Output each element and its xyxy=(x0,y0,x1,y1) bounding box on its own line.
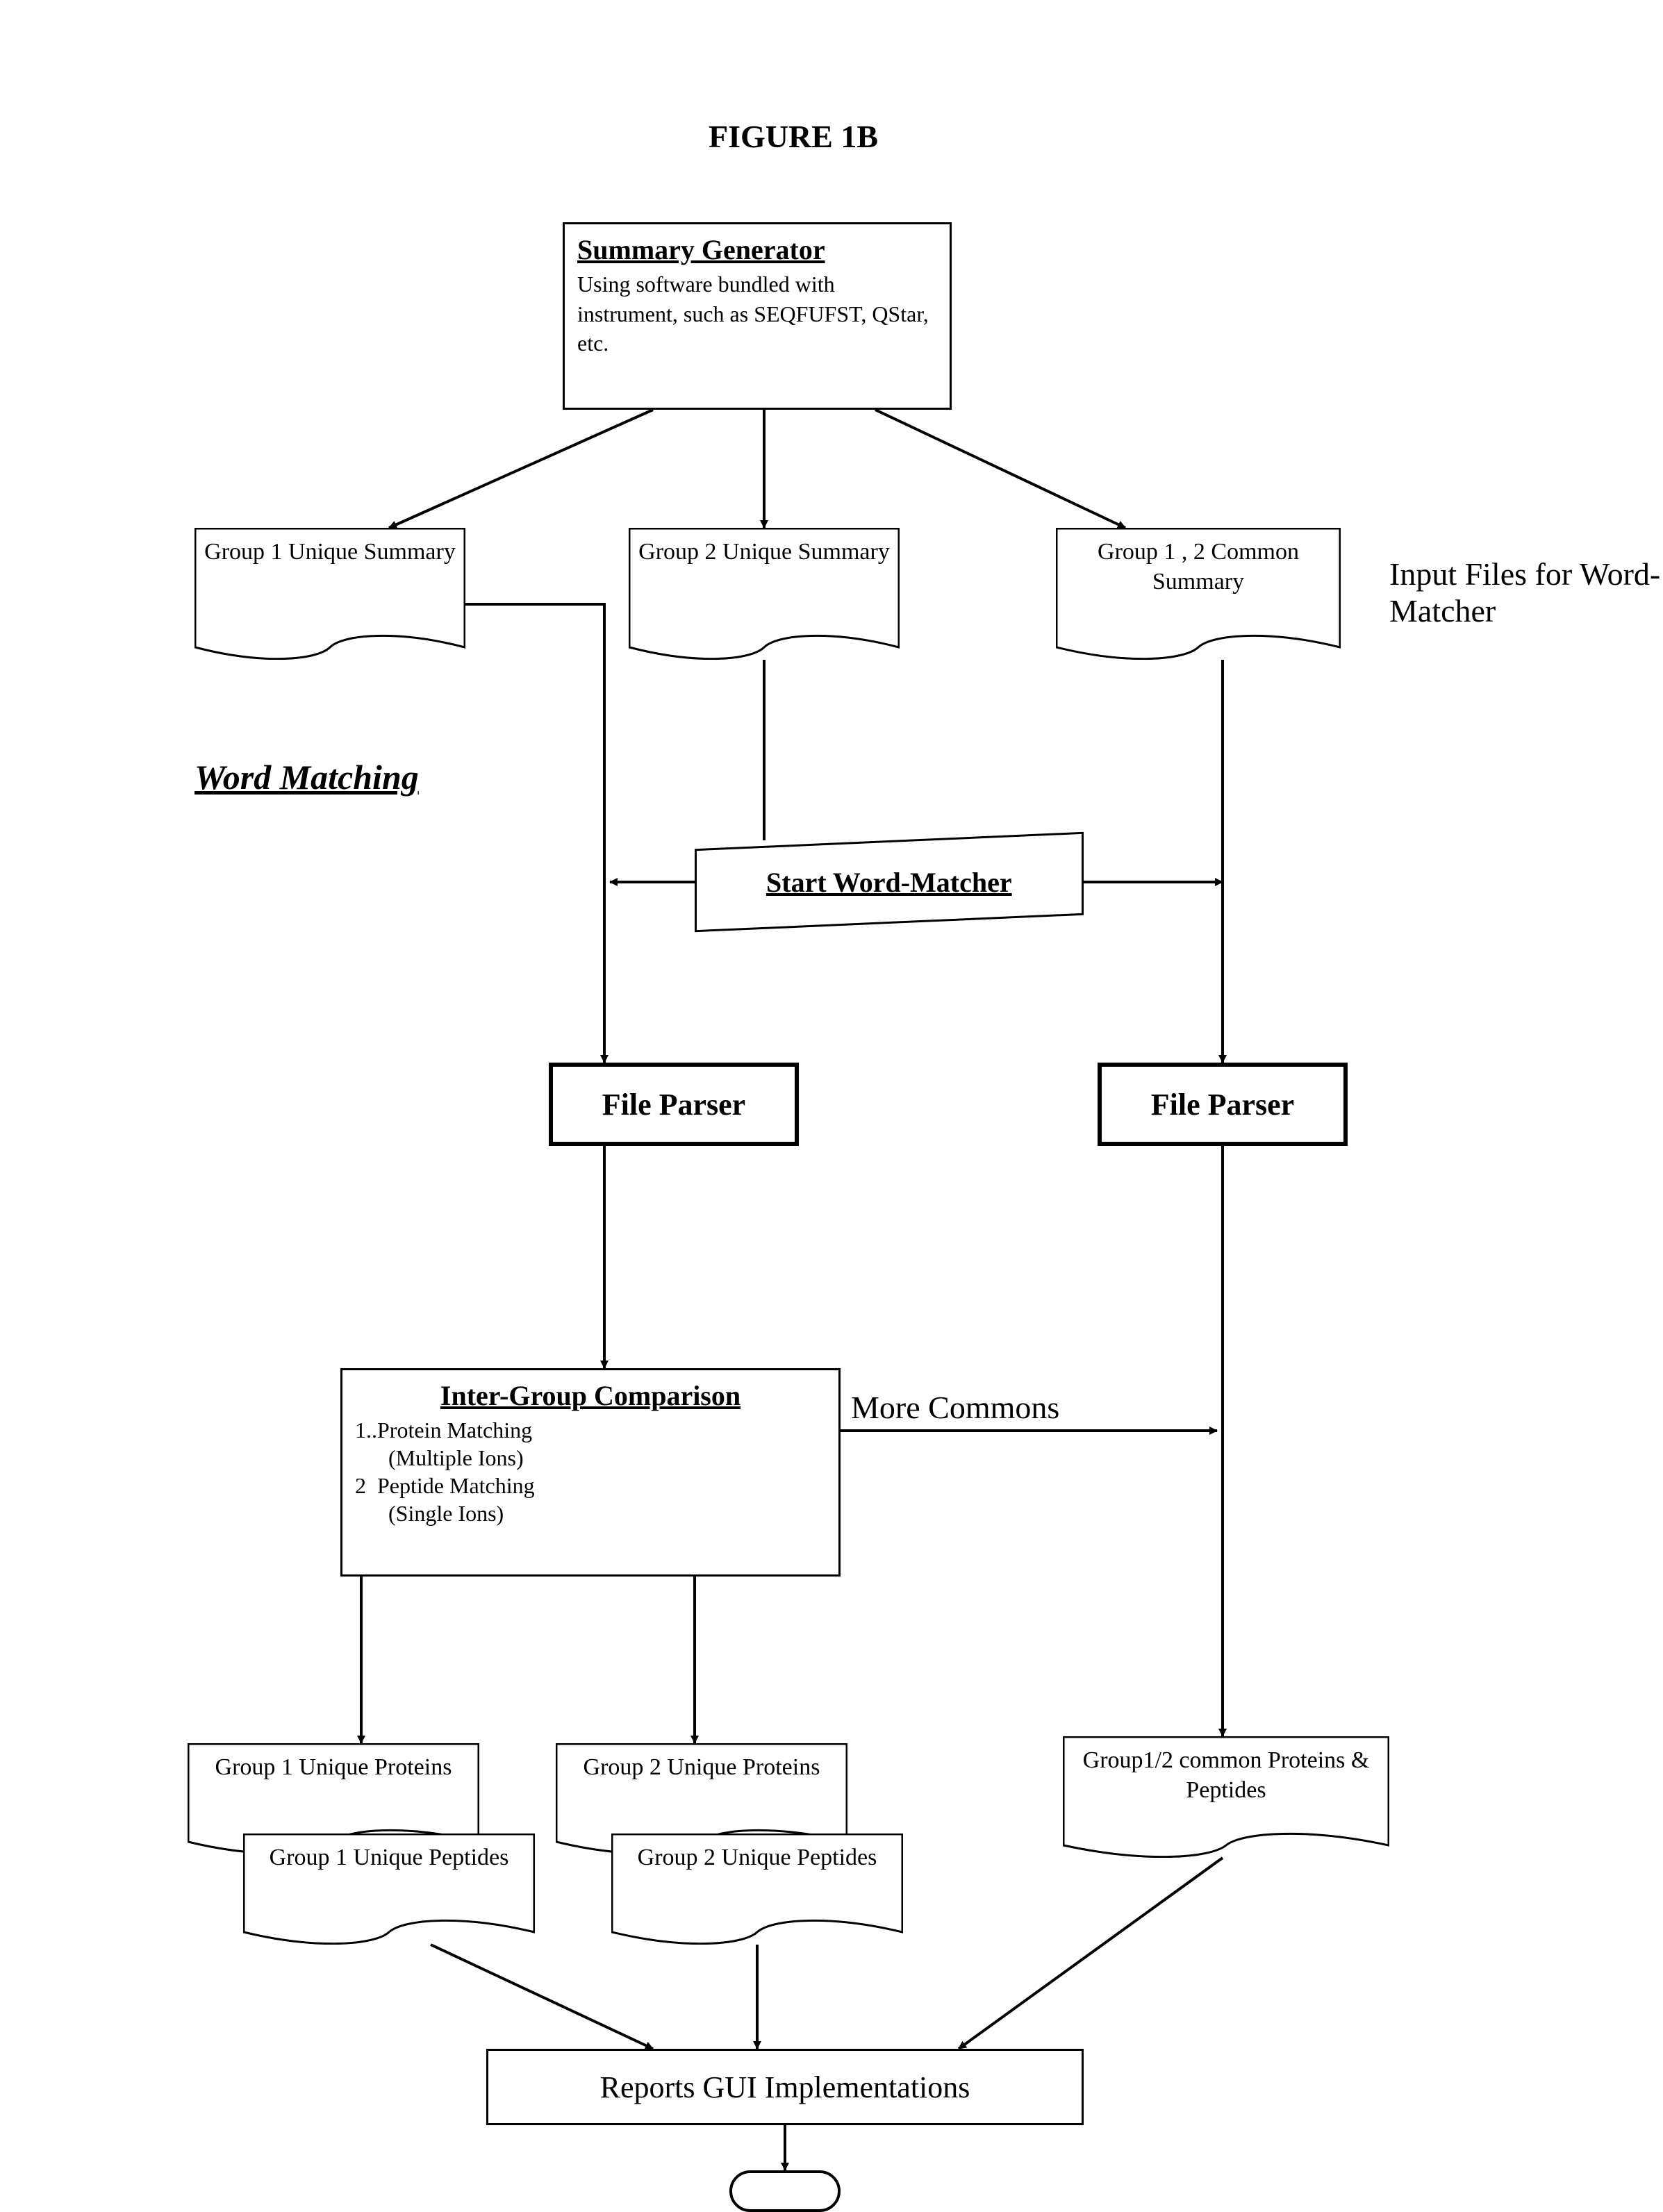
node-text: Group 2 Unique Proteins xyxy=(556,1753,847,1783)
node-inter-group-comparison: Inter-Group Comparison 1..Protein Matchi… xyxy=(340,1368,841,1577)
edge-label-more-commons: More Commons xyxy=(851,1389,1059,1426)
node-text: Group 1 Unique Proteins xyxy=(188,1753,479,1783)
node-group12-common-proteins-peptides: Group1/2 common Proteins & Peptides xyxy=(1063,1736,1389,1858)
node-text: File Parser xyxy=(1151,1086,1294,1124)
node-group2-unique-peptides: Group 2 Unique Peptides xyxy=(611,1833,903,1945)
node-text: Group 1 , 2 Common Summary xyxy=(1056,538,1341,597)
node-summary-generator: Summary Generator Using software bundled… xyxy=(563,222,952,410)
node-group1-unique-summary: Group 1 Unique Summary xyxy=(195,528,465,660)
node-file-parser-left: File Parser xyxy=(549,1063,799,1146)
node-body: Using software bundled with instrument, … xyxy=(577,272,929,356)
section-title-word-matching: Word Matching xyxy=(195,757,419,797)
node-start-word-matcher: Start Word-Matcher xyxy=(695,832,1084,932)
node-text: Start Word-Matcher xyxy=(766,866,1012,899)
node-terminator xyxy=(729,2170,841,2212)
input-files-side-label: Input Files for Word-Matcher xyxy=(1389,556,1663,629)
node-title: Inter-Group Comparison xyxy=(355,1379,826,1413)
node-group2-unique-summary: Group 2 Unique Summary xyxy=(629,528,900,660)
node-text: Group 2 Unique Summary xyxy=(629,538,900,567)
node-group1-unique-peptides: Group 1 Unique Peptides xyxy=(243,1833,535,1945)
figure-title: FIGURE 1B xyxy=(709,118,878,155)
node-text: Group 1 Unique Peptides xyxy=(243,1843,535,1873)
node-text: File Parser xyxy=(602,1086,745,1124)
node-text: Reports GUI Implementations xyxy=(600,2068,970,2106)
node-text: Group 2 Unique Peptides xyxy=(611,1843,903,1873)
node-text: Group 1 Unique Summary xyxy=(195,538,465,567)
node-title: Summary Generator xyxy=(577,233,937,267)
node-text: Group1/2 common Proteins & Peptides xyxy=(1063,1746,1389,1805)
node-reports-gui: Reports GUI Implementations xyxy=(486,2049,1084,2125)
node-body: 1..Protein Matching (Multiple Ions) 2 Pe… xyxy=(355,1416,826,1527)
node-group12-common-summary: Group 1 , 2 Common Summary xyxy=(1056,528,1341,660)
node-file-parser-right: File Parser xyxy=(1098,1063,1348,1146)
